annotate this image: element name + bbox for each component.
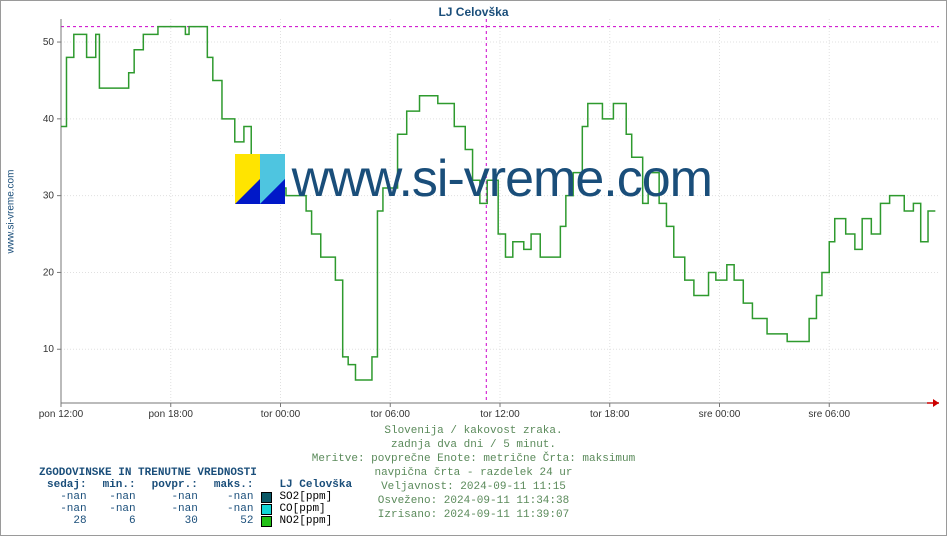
cell: -nan xyxy=(95,503,144,515)
stats-title: ZGODOVINSKE IN TRENUTNE VREDNOSTI xyxy=(39,467,360,479)
chart-plot: 10 20 30 40 50 pon 12:00 pon 18:00 tor 00:00 tor… xyxy=(31,19,939,421)
col-povpr: povpr.: xyxy=(144,479,206,491)
stats-table: sedaj: min.: povpr.: maks.: LJ Celovška … xyxy=(39,479,360,527)
cell: -nan xyxy=(206,503,262,515)
cell: -nan xyxy=(144,491,206,503)
swatch-no2 xyxy=(261,516,272,527)
meta-line: zadnja dva dni / 5 minut. xyxy=(1,438,946,452)
cell: 52 xyxy=(206,515,262,527)
stats-header-row: sedaj: min.: povpr.: maks.: LJ Celovška xyxy=(39,479,360,491)
cell: -nan xyxy=(95,491,144,503)
svg-text:sre 00:00: sre 00:00 xyxy=(699,409,741,420)
col-sedaj: sedaj: xyxy=(39,479,95,491)
svg-text:10: 10 xyxy=(43,344,55,355)
series-label: SO2[ppm] xyxy=(261,491,360,503)
cell: -nan xyxy=(144,503,206,515)
svg-text:tor 18:00: tor 18:00 xyxy=(590,409,630,420)
svg-text:50: 50 xyxy=(43,37,55,48)
series-label: NO2[ppm] xyxy=(261,515,360,527)
svg-text:40: 40 xyxy=(43,114,55,125)
svg-text:30: 30 xyxy=(43,191,55,202)
col-series: LJ Celovška xyxy=(261,479,360,491)
meta-line: Meritve: povprečne Enote: metrične Črta:… xyxy=(1,452,946,466)
cell: -nan xyxy=(39,491,95,503)
svg-text:pon 18:00: pon 18:00 xyxy=(149,409,194,420)
svg-text:tor 06:00: tor 06:00 xyxy=(371,409,411,420)
series-label: CO[ppm] xyxy=(261,503,360,515)
svg-text:tor 00:00: tor 00:00 xyxy=(261,409,301,420)
y-axis-label: www.si-vreme.com xyxy=(6,169,17,253)
svg-text:sre 06:00: sre 06:00 xyxy=(808,409,850,420)
table-row: 28 6 30 52 NO2[ppm] xyxy=(39,515,360,527)
series-text: NO2[ppm] xyxy=(279,515,332,527)
footer-stats: ZGODOVINSKE IN TRENUTNE VREDNOSTI sedaj:… xyxy=(39,467,360,527)
cell: 30 xyxy=(144,515,206,527)
swatch-co xyxy=(261,504,272,515)
ylabel-container: www.si-vreme.com xyxy=(3,1,19,421)
series-text: CO[ppm] xyxy=(279,503,325,515)
meta-line: Slovenija / kakovost zraka. xyxy=(1,424,946,438)
series-text: SO2[ppm] xyxy=(279,491,332,503)
cell: 28 xyxy=(39,515,95,527)
table-row: -nan -nan -nan -nan CO[ppm] xyxy=(39,503,360,515)
table-row: -nan -nan -nan -nan SO2[ppm] xyxy=(39,491,360,503)
col-maks: maks.: xyxy=(206,479,262,491)
chart-title: LJ Celovška xyxy=(1,5,946,19)
col-min: min.: xyxy=(95,479,144,491)
cell: 6 xyxy=(95,515,144,527)
cell: -nan xyxy=(206,491,262,503)
svg-text:pon 12:00: pon 12:00 xyxy=(39,409,84,420)
cell: -nan xyxy=(39,503,95,515)
swatch-so2 xyxy=(261,492,272,503)
svg-text:20: 20 xyxy=(43,267,55,278)
svg-text:tor 12:00: tor 12:00 xyxy=(480,409,520,420)
